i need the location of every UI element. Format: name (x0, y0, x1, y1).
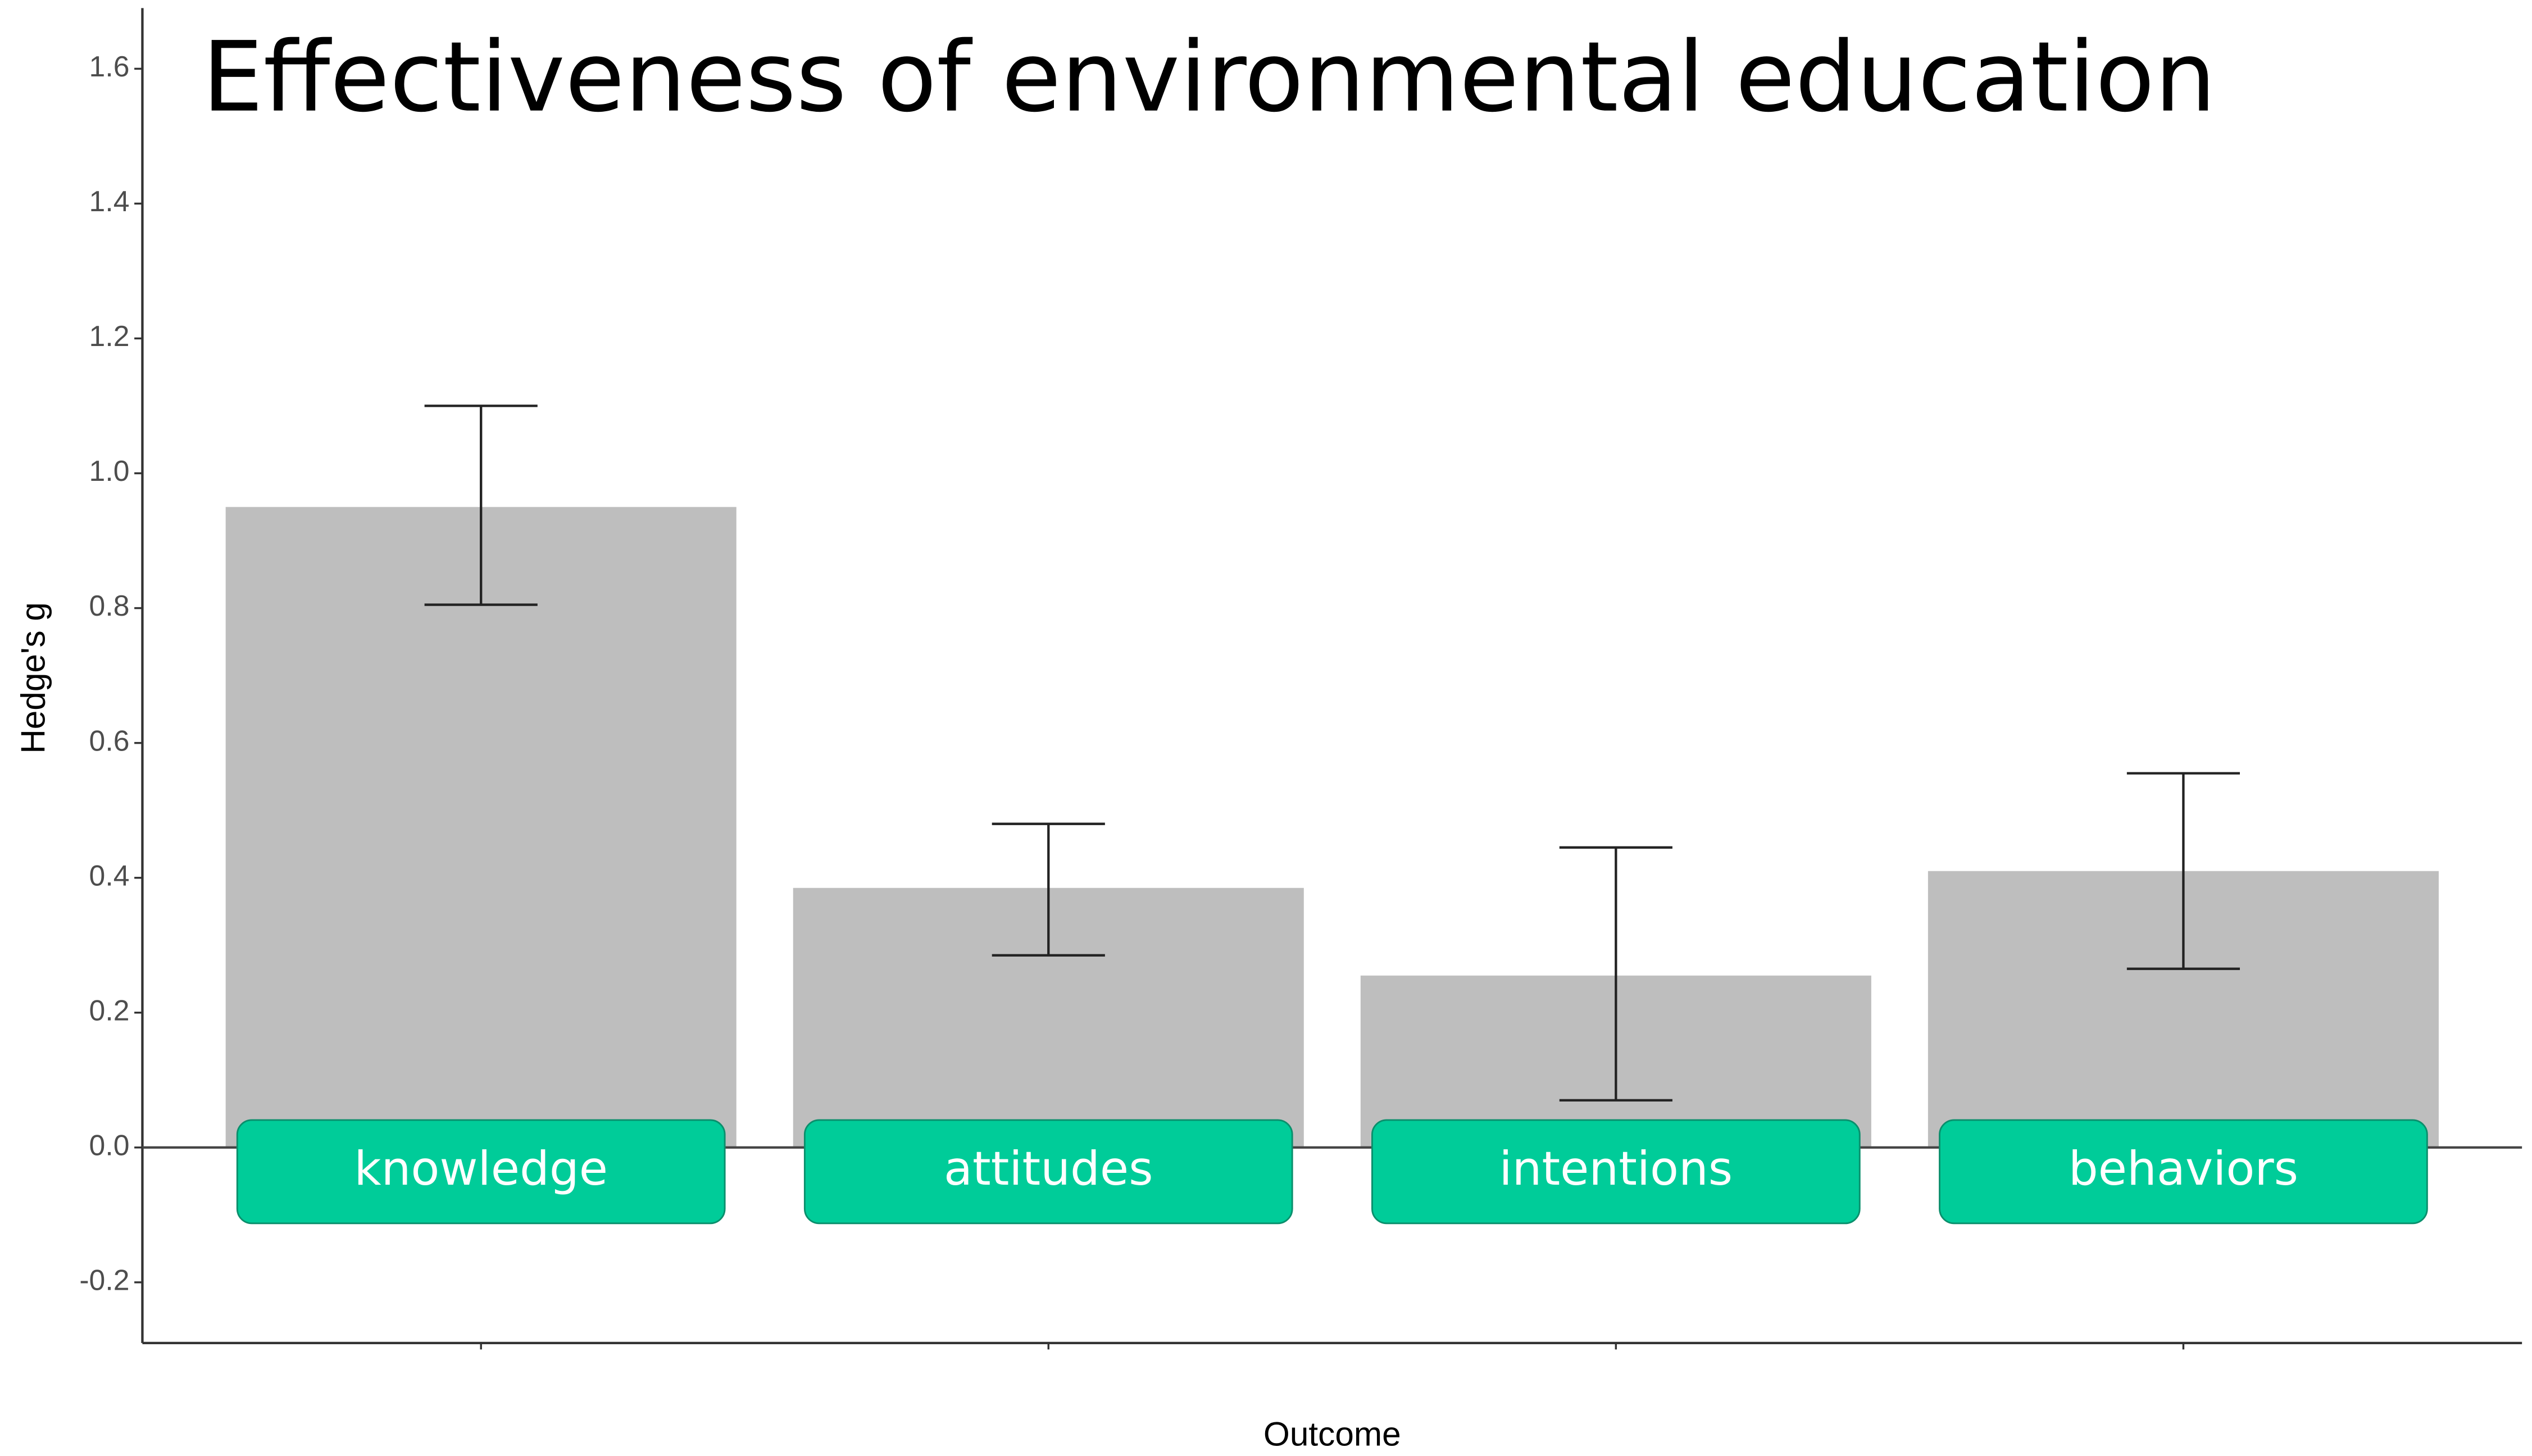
x-tick-label: knowledge (354, 1141, 608, 1196)
y-tick-label: -0.2 (79, 1263, 129, 1296)
x-tick-label: attitudes (944, 1141, 1153, 1196)
y-tick-label: 1.0 (89, 454, 130, 487)
x-tick-label: intentions (1499, 1141, 1733, 1196)
x-tick-label: behaviors (2069, 1141, 2298, 1196)
category-box (236, 1119, 726, 1225)
y-tick-label: 0.6 (89, 724, 130, 757)
y-tick-label: 0.4 (89, 859, 130, 891)
chart-title: Effectiveness of environmental education (202, 21, 2216, 134)
category-box (803, 1119, 1293, 1225)
x-axis-label: Outcome (1263, 1414, 1401, 1453)
y-tick-label: 0.0 (89, 1129, 130, 1161)
y-tick-label: 0.2 (89, 994, 130, 1026)
y-tick-label: 0.8 (89, 589, 130, 622)
y-tick-label: 1.2 (89, 320, 130, 352)
category-box (1939, 1119, 2428, 1225)
y-tick-label: 1.4 (89, 185, 130, 217)
category-box (1371, 1119, 1861, 1225)
y-axis-label: Hedge's g (14, 602, 52, 754)
y-tick-label: 1.6 (89, 50, 130, 83)
bar (225, 507, 737, 1148)
